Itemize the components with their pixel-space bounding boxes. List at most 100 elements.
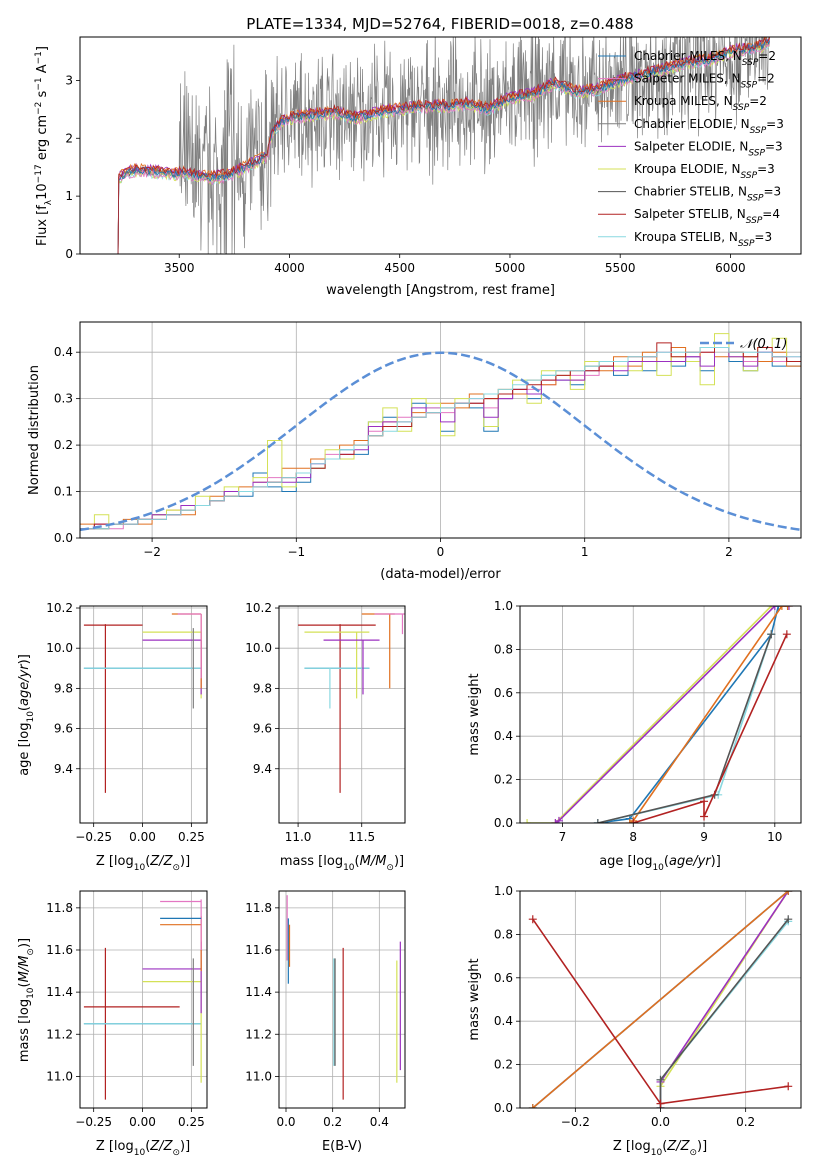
marker-salpeter_stelib xyxy=(700,797,709,806)
y-tick-label: 1 xyxy=(65,189,73,203)
label-part: ( xyxy=(662,1139,667,1154)
label-part: s xyxy=(35,90,50,101)
label-part: ] xyxy=(35,46,50,51)
legend-entry: Chabrier ELODIE, NSSP=3 xyxy=(634,117,784,136)
label-part: 10 xyxy=(343,863,355,873)
hist-kroupa_miles xyxy=(80,347,801,530)
label-part: M/M xyxy=(17,956,32,983)
y-tick-label: 11.0 xyxy=(46,1069,73,1083)
label-part: mass [log xyxy=(17,999,32,1062)
label-part: erg cm xyxy=(35,115,50,164)
panel-cumulative_Z: −0.2 0.0 0.2 0.0 0.2 0.4 0.6 0.8 1.0 mass weight Z… xyxy=(467,884,802,1158)
label-part: −17 xyxy=(34,164,44,183)
legend-entry: Salpeter MILES, NSSP=2 xyxy=(634,72,775,91)
xlabel-label: wavelength [Angstrom, rest frame] xyxy=(326,283,555,298)
label-part: Salpeter ELODIE, N xyxy=(634,139,748,153)
cumulative-salpeter_elodie xyxy=(554,606,789,823)
legend-entry: Chabrier MILES, NSSP=2 xyxy=(634,49,776,68)
label-part: )] xyxy=(180,854,190,869)
label-part: ⊙ xyxy=(386,863,394,873)
axes-frame xyxy=(79,36,802,255)
legend-entry: Kroupa STELIB, NSSP=3 xyxy=(634,230,772,249)
label-part: =2 xyxy=(758,49,776,63)
x-tick-label: 11.0 xyxy=(285,830,312,844)
axis-label: Z [log10(Z/Z⊙)] xyxy=(96,1139,190,1158)
x-tick-label: 5500 xyxy=(605,261,636,275)
label-part: Chabrier ELODIE, N xyxy=(634,117,750,131)
panel-cumulative_age: 7 8 9 10 0.0 0.2 0.4 0.6 0.8 1.0 mass weight age [l… xyxy=(467,599,802,873)
label-part: ⊙ xyxy=(26,948,36,956)
ylabel-label: mass weight xyxy=(467,958,482,1040)
model-salpeter_miles xyxy=(117,43,771,254)
label-part: ( xyxy=(17,706,32,711)
y-tick-label: 0.4 xyxy=(494,1014,513,1028)
panel-age_vs_mass: 11.0 11.5 9.4 9.6 9.8 10.0 10.2 mass [log10(M/M… xyxy=(245,601,406,873)
y-tick-label: 1.0 xyxy=(494,884,513,898)
y-tick-label: 9.4 xyxy=(253,762,272,776)
x-tick-label: 0.2 xyxy=(323,1115,342,1129)
axes-frame xyxy=(79,321,802,539)
marker-salpeter_stelib xyxy=(656,1099,665,1108)
axis-label: Z [log10(Z/Z⊙)] xyxy=(96,854,190,873)
y-tick-label: 0.3 xyxy=(54,392,73,406)
marker-chabrier_miles xyxy=(774,606,783,610)
x-tick-label: 9 xyxy=(700,830,708,844)
x-tick-label: 0.00 xyxy=(129,830,156,844)
label-part: Chabrier MILES, N xyxy=(634,49,742,63)
legend-entry: Kroupa MILES, NSSP=2 xyxy=(634,94,767,113)
label-part: 10 xyxy=(26,711,36,723)
x-tick-label: 3500 xyxy=(164,261,195,275)
x-tick-label: 0.00 xyxy=(129,1115,156,1129)
label-part: )] xyxy=(17,654,32,664)
panel-residual_histogram: −2 −1 0 1 2 0.0 0.1 0.2 0.3 0.4 𝒩(0, 1) (data-model… xyxy=(27,321,802,582)
label-part: Z [log xyxy=(96,1139,134,1154)
label-part: 10 xyxy=(652,863,664,873)
x-tick-label: −0.25 xyxy=(75,830,112,844)
label-part: Z/Z xyxy=(666,1139,690,1154)
x-tick-label: 10 xyxy=(767,830,782,844)
marker-kroupa_miles xyxy=(528,1104,537,1108)
y-tick-label: 10.0 xyxy=(46,641,73,655)
label-part: −1 xyxy=(34,51,44,64)
label-part: −2 xyxy=(34,102,44,115)
plot-area xyxy=(520,606,801,823)
x-tick-label: −0.2 xyxy=(561,1115,590,1129)
label-part: Z [log xyxy=(96,854,134,869)
axes-frame xyxy=(519,890,802,1109)
y-tick-label: 11.2 xyxy=(245,1027,272,1041)
x-tick-label: 0.25 xyxy=(178,1115,205,1129)
label-part: ( xyxy=(664,854,669,869)
y-tick-label: 0.2 xyxy=(494,1058,513,1072)
axis-label: age [log10(age/yr)] xyxy=(17,654,36,776)
y-tick-label: 9.8 xyxy=(253,681,272,695)
y-tick-label: 11.2 xyxy=(46,1027,73,1041)
y-tick-label: 11.8 xyxy=(245,901,272,915)
label-part: SSP xyxy=(733,103,750,113)
y-tick-label: 0.0 xyxy=(494,1101,513,1115)
legend-entry: Salpeter ELODIE, NSSP=3 xyxy=(634,139,783,158)
label-part: Salpeter MILES, N xyxy=(634,72,741,86)
label-part: Z/Z xyxy=(149,854,173,869)
label-part: SSP xyxy=(748,148,765,158)
x-tick-label: 11.5 xyxy=(348,830,375,844)
marker-salpeter_stelib xyxy=(629,819,638,823)
axis-label: Z [log10(Z/Z⊙)] xyxy=(613,1139,707,1158)
label-part: −1 xyxy=(34,77,44,90)
label-part: 10 xyxy=(651,1148,663,1158)
marker-chabrier_stelib xyxy=(593,819,602,823)
x-tick-label: 8 xyxy=(629,830,637,844)
plot-area xyxy=(279,891,405,1108)
label-part: mass [log xyxy=(280,854,343,869)
marker-kroupa_miles xyxy=(783,606,792,610)
x-tick-label: 2 xyxy=(725,545,733,559)
marker-chabrier_stelib xyxy=(767,630,776,639)
cumulative-salpeter_stelib xyxy=(632,633,788,823)
y-tick-label: 0.2 xyxy=(54,438,73,452)
y-tick-label: 0.4 xyxy=(494,729,513,743)
y-tick-label: 0.2 xyxy=(494,773,513,787)
x-tick-label: 0.0 xyxy=(276,1115,295,1129)
legend-entry: Salpeter STELIB, NSSP=4 xyxy=(634,207,780,226)
y-tick-label: 0.0 xyxy=(54,531,73,545)
axes-frame xyxy=(79,890,208,1109)
